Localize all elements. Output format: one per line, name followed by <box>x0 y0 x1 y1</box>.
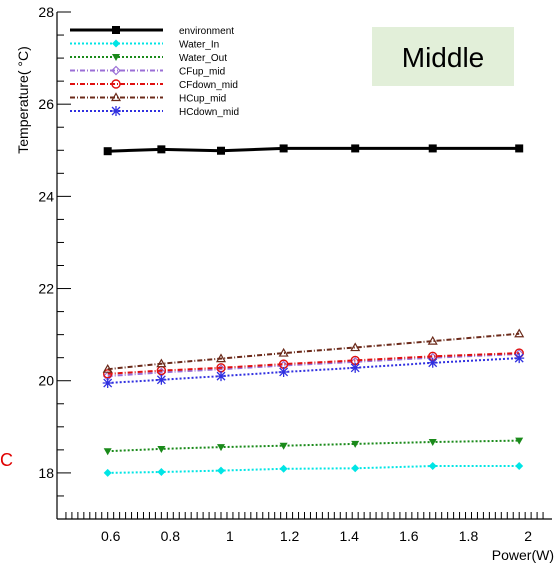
series-line <box>107 146 520 153</box>
data-point <box>156 358 167 368</box>
legend-entry: HCdown_mid <box>70 106 239 118</box>
data-point <box>217 444 226 452</box>
series-HCup_mid <box>102 328 525 373</box>
legend-label: HCup_mid <box>179 94 226 105</box>
legend-label: Water_Out <box>179 53 227 64</box>
annotation-box-bg <box>372 27 514 86</box>
legend-marker <box>110 92 122 102</box>
series-Water_In <box>103 461 524 477</box>
data-point <box>515 437 524 445</box>
side-mark: C <box>0 450 13 470</box>
data-point <box>217 466 226 475</box>
data-point <box>428 461 437 470</box>
series-HCdown_mid <box>102 353 525 389</box>
data-point <box>157 145 166 154</box>
data-point <box>515 461 524 470</box>
legend-marker <box>112 54 120 61</box>
data-point <box>279 144 288 153</box>
legend-entry: CFup_mid <box>70 65 225 78</box>
series-line <box>107 332 520 371</box>
x-tick-label: 1.8 <box>459 528 479 544</box>
data-point <box>278 347 289 357</box>
x-tick-label: 1 <box>226 528 234 544</box>
legend-entry: CFdown_mid <box>70 79 238 91</box>
legend-label: CFup_mid <box>179 67 225 78</box>
data-point <box>427 335 438 345</box>
data-point <box>215 353 227 363</box>
data-point <box>279 464 288 473</box>
data-point <box>351 464 360 473</box>
x-axis-title: Power(W) <box>492 547 554 563</box>
data-point <box>427 357 438 368</box>
data-point <box>157 445 166 453</box>
y-tick-label: 22 <box>38 281 54 297</box>
data-point <box>102 363 113 373</box>
series-Water_Out <box>103 437 524 456</box>
legend-entry: Water_Out <box>70 53 227 64</box>
plot-frame <box>56 12 552 520</box>
x-tick-label: 0.6 <box>101 528 121 544</box>
y-tick-label: 26 <box>38 96 54 112</box>
y-axis-title: Temperature( °C) <box>15 46 31 154</box>
legend-marker <box>111 79 121 89</box>
y-tick-label: 18 <box>38 465 54 481</box>
series-line <box>107 465 520 474</box>
data-point <box>102 369 113 379</box>
y-tick-label: 24 <box>38 188 54 204</box>
series-line <box>107 439 520 453</box>
x-tick-label: 0.8 <box>161 528 181 544</box>
legend-label: CFdown_mid <box>179 80 238 91</box>
series-line <box>107 353 520 378</box>
series-CFdown_mid <box>102 348 524 379</box>
legend-marker <box>112 39 120 48</box>
y-ticks: 18 20 22 24 26 28 <box>38 4 71 520</box>
legend-marker <box>111 106 121 116</box>
legend-marker <box>111 65 121 76</box>
data-point <box>217 146 226 155</box>
series-environment <box>103 144 524 156</box>
data-point <box>351 144 360 153</box>
data-point <box>350 362 361 373</box>
legend: environment Water_In Water_Out CFup_mid CFdo… <box>70 26 239 118</box>
data-point <box>156 374 167 385</box>
data-point <box>515 144 524 153</box>
x-tick-label: 1.6 <box>399 528 419 544</box>
legend-entry: Water_In <box>70 39 219 51</box>
legend-label: Water_In <box>179 40 219 51</box>
x-tick-label: 2 <box>524 528 532 544</box>
data-point <box>216 371 227 382</box>
legend-label: HCdown_mid <box>179 107 239 118</box>
data-point <box>428 144 437 153</box>
data-point <box>514 353 525 364</box>
legend-entries: environment Water_In Water_Out CFup_mid CFdo… <box>70 26 239 118</box>
data-point <box>279 442 288 450</box>
y-tick-label: 28 <box>38 4 54 20</box>
x-tick-label: 1.2 <box>280 528 300 544</box>
data-point <box>103 448 112 456</box>
x-tick-label: 1.4 <box>339 528 359 544</box>
data-point <box>102 378 113 389</box>
annotation-text: Middle <box>402 42 484 73</box>
data-point <box>157 467 166 476</box>
series-line <box>107 352 520 375</box>
data-point <box>103 468 112 477</box>
data-point <box>278 366 289 377</box>
x-ticks: 0.6 0.8 1 1.2 1.4 1.6 1.8 2 <box>65 512 544 544</box>
y-tick-label: 20 <box>38 373 54 389</box>
data-point <box>351 440 360 448</box>
series-layer <box>102 144 525 477</box>
annotation-box: Middle <box>372 27 514 86</box>
legend-marker <box>112 26 120 34</box>
legend-label: environment <box>179 26 234 37</box>
data-point <box>103 147 112 156</box>
data-point <box>514 328 525 338</box>
legend-entry: HCup_mid <box>70 92 226 105</box>
data-point <box>350 342 361 352</box>
data-point <box>428 439 437 447</box>
legend-entry: environment <box>70 26 234 37</box>
